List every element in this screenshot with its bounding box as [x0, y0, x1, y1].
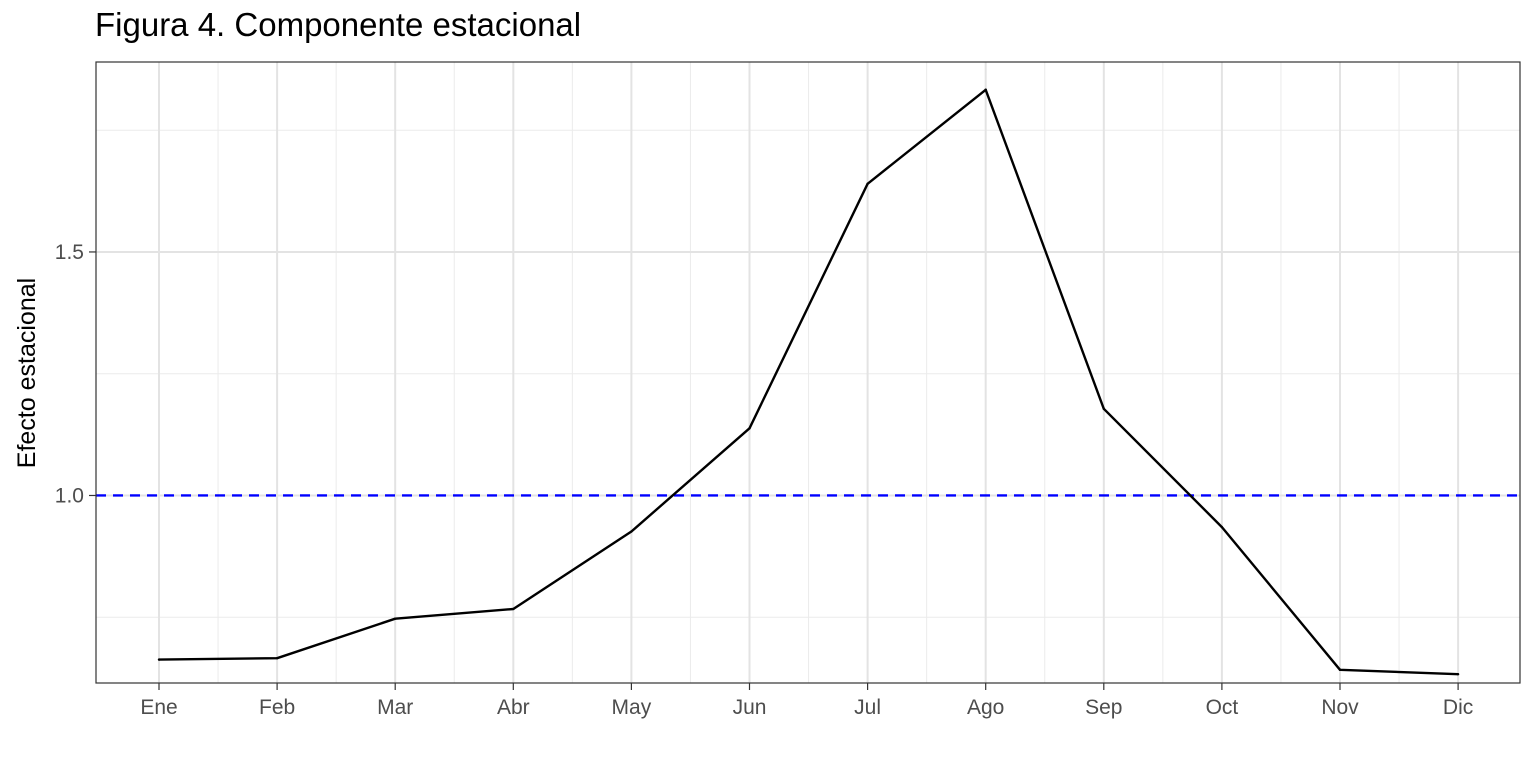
y-axis-title: Efecto estacional — [13, 278, 41, 468]
series-line — [158, 88, 1459, 676]
data-point — [1220, 525, 1224, 529]
y-axis-labels: 1.0 1.5 — [55, 241, 84, 508]
x-tick-label: May — [612, 696, 652, 719]
data-point — [275, 656, 279, 660]
x-tick-label: Sep — [1085, 696, 1122, 719]
panel-border — [95, 61, 1521, 684]
x-tick-label: Ago — [967, 696, 1004, 719]
x-tick-label: Dic — [1443, 696, 1473, 719]
y-tick-label: 1.5 — [55, 241, 84, 264]
data-point — [157, 658, 161, 661]
data-point — [1338, 668, 1342, 672]
data-point — [1102, 407, 1106, 410]
axis-ticks — [89, 251, 1459, 690]
y-tick-label: 1.0 — [55, 484, 84, 507]
x-tick-label: Feb — [259, 696, 295, 719]
x-tick-label: Oct — [1206, 696, 1239, 719]
data-point — [394, 617, 397, 620]
x-tick-label: Nov — [1321, 696, 1359, 719]
x-axis-labels: Ene Feb Mar Abr May Jun Jul Ago Sep Oct Nov Dic — [140, 696, 1473, 719]
series-layer — [157, 88, 1460, 676]
minor-gridlines — [96, 62, 1520, 683]
data-point — [630, 530, 633, 533]
x-tick-label: Abr — [497, 696, 530, 719]
x-tick-label: Jun — [733, 696, 767, 719]
data-point — [512, 607, 515, 611]
x-tick-label: Mar — [377, 696, 413, 719]
x-tick-label: Jul — [854, 696, 881, 719]
data-point — [748, 427, 751, 430]
chart-title: Figura 4. Componente estacional — [95, 6, 582, 43]
x-tick-label: Ene — [140, 696, 177, 719]
data-point — [866, 182, 869, 185]
data-point — [984, 88, 987, 91]
data-point — [1456, 673, 1460, 676]
major-gridlines — [96, 62, 1520, 683]
